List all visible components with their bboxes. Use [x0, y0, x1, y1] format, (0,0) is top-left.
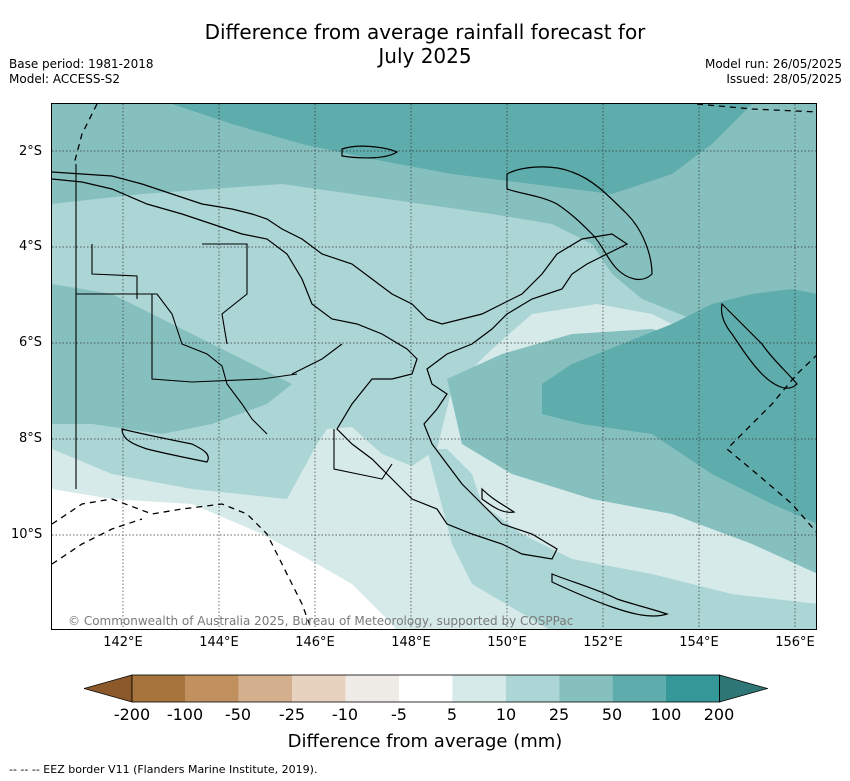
- colorbar-swatch: [452, 675, 506, 702]
- eez-legend-note: -- -- -- EEZ border V11 (Flanders Marine…: [9, 763, 318, 776]
- lat-label-10s: 10°S: [11, 527, 43, 542]
- meta-left: Base period: 1981-2018 Model: ACCESS-S2: [9, 57, 154, 87]
- colorbar-swatch: [612, 675, 666, 702]
- lon-label-146e: 146°E: [295, 635, 335, 650]
- colorbar-tick: -5: [391, 705, 407, 724]
- colorbar-tick: -10: [331, 705, 359, 724]
- colorbar-frame: [131, 674, 720, 703]
- colorbar-tick: 50: [601, 705, 623, 724]
- colorbar-swatch: [505, 675, 560, 702]
- lon-label-142e: 142°E: [103, 635, 143, 650]
- band-50-100-west: [52, 104, 172, 144]
- title-line-1: Difference from average rainfall forecas…: [204, 20, 646, 44]
- band-10-25-lower: [427, 449, 816, 629]
- colorbar-tick: 200: [703, 705, 735, 724]
- chart-title: Difference from average rainfall forecas…: [0, 20, 850, 68]
- colorbar-tick: 5: [446, 705, 458, 724]
- lon-label-150e: 150°E: [487, 635, 527, 650]
- colorbar-tick: 10: [495, 705, 517, 724]
- coastline: [52, 145, 798, 617]
- colorbar-tick: -100: [166, 705, 204, 724]
- lon-label-156e: 156°E: [775, 635, 815, 650]
- lat-label-6s: 6°S: [19, 335, 43, 350]
- colorbar-extend-low: [84, 674, 133, 703]
- colorbar-swatch: [559, 675, 613, 702]
- colorbar-extend-high: [719, 674, 768, 703]
- colorbar-tick: 25: [548, 705, 570, 724]
- colorbar-swatch: [238, 675, 293, 702]
- colorbar-tick: -25: [278, 705, 306, 724]
- colorbar-swatches: [84, 674, 768, 703]
- lon-label-152e: 152°E: [583, 635, 623, 650]
- colorbar-label: Difference from average (mm): [287, 731, 563, 752]
- issued-date: Issued: 28/05/2025: [726, 72, 842, 86]
- colorbar-swatch: [292, 675, 346, 702]
- model-run: Model run: 26/05/2025: [704, 57, 842, 71]
- band-50-100-east: [542, 289, 816, 524]
- base-period: Base period: 1981-2018: [9, 57, 154, 71]
- border-lines: [75, 164, 393, 489]
- colorbar-tick: 100: [650, 705, 682, 724]
- model-name: Model: ACCESS-S2: [9, 72, 121, 86]
- colorbar-tick: -200: [113, 705, 151, 724]
- map-panel: [51, 103, 817, 630]
- lat-label-2s: 2°S: [19, 144, 43, 159]
- colorbar-swatch: [185, 675, 239, 702]
- meta-right: Model run: 26/05/2025 Issued: 28/05/2025: [705, 57, 842, 87]
- title-line-2: July 2025: [378, 44, 472, 68]
- copyright-note: © Commonwealth of Australia 2025, Bureau…: [68, 614, 574, 628]
- eez-border: [52, 104, 816, 629]
- colorbar-swatch: [666, 675, 720, 702]
- rainfall-map: [52, 104, 816, 629]
- band-50-100: [172, 104, 752, 194]
- lat-label-8s: 8°S: [19, 431, 43, 446]
- lon-label-154e: 154°E: [679, 635, 719, 650]
- colorbar: [84, 674, 768, 703]
- colorbar-swatch: [399, 675, 453, 702]
- colorbar-tick: -50: [224, 705, 252, 724]
- lon-label-144e: 144°E: [199, 635, 239, 650]
- band-25-50: [52, 284, 292, 434]
- lat-label-4s: 4°S: [19, 239, 43, 254]
- lon-label-148e: 148°E: [391, 635, 431, 650]
- colorbar-swatch: [345, 675, 399, 702]
- colorbar-swatch: [132, 675, 186, 702]
